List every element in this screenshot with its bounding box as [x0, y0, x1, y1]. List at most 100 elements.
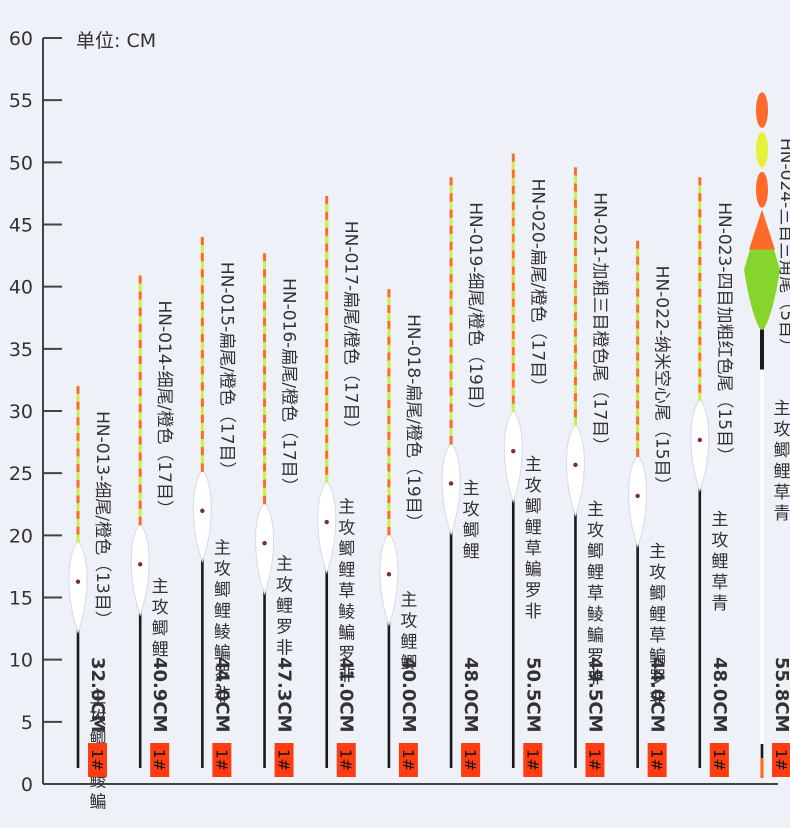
float-tip-stripe	[200, 253, 204, 262]
float-target-char: 草	[774, 483, 790, 503]
float-target-char: 草	[525, 539, 542, 559]
float-tip-stripe	[263, 317, 267, 327]
float-tip-stripe	[325, 339, 329, 348]
float-tip-stripe	[76, 487, 80, 496]
float-tip-stripe	[138, 516, 142, 526]
float-tip-stripe	[263, 325, 267, 335]
float-target-char: 主	[338, 497, 355, 517]
float-tip-stripe	[325, 291, 329, 300]
y-tick-label: 45	[9, 215, 33, 237]
float-stem	[325, 566, 329, 768]
float-body	[628, 453, 648, 549]
float-target-char: 攻	[152, 598, 169, 618]
float-tip-stripe	[76, 464, 80, 473]
float-body-logo	[697, 437, 703, 443]
float-tip-stripe	[636, 296, 640, 306]
float-badge	[398, 743, 418, 777]
float-tip-stripe	[387, 328, 391, 338]
float-tip-stripe	[325, 434, 329, 444]
float-tip-stripe	[325, 331, 329, 340]
float-tip-stripe	[138, 476, 142, 486]
float-tip-stripe	[138, 436, 142, 445]
float-tip-stripe	[325, 315, 329, 324]
float-target-char: 主	[463, 479, 480, 499]
float-target-char: 草	[711, 573, 728, 593]
float-tip-stripe	[387, 392, 391, 401]
float-body-logo	[324, 519, 329, 525]
float-tip-stripe	[449, 419, 453, 429]
float-length-label: 48.0CM	[709, 657, 730, 733]
float-stem	[263, 587, 266, 768]
float-tip-stripe	[636, 264, 640, 274]
float-tip-stripe	[636, 368, 640, 378]
float-target-char: 鲤	[214, 601, 231, 621]
float-tip-stripe	[387, 297, 391, 306]
float-tip-segment	[756, 92, 768, 129]
float-tip-stripe	[325, 426, 329, 436]
float-tip-stripe	[387, 463, 391, 472]
float-tip-stripe	[387, 415, 391, 425]
float-tip-stripe	[76, 409, 80, 418]
float-tip-stripe	[263, 253, 267, 262]
float-tip-stripe	[387, 518, 391, 528]
float-tip-stripe	[387, 423, 391, 433]
float-tip-stripe	[573, 199, 577, 209]
float-target-char: 攻	[90, 709, 107, 729]
float-tip-stripe	[573, 320, 577, 330]
float-tip-stripe	[263, 350, 267, 359]
float-target-char: 罗	[525, 581, 542, 601]
float-tip-stripe	[636, 240, 640, 250]
float-target-char: 鲤	[525, 518, 542, 538]
float-target-char: 主	[90, 688, 107, 708]
float-tip-stripe	[387, 360, 391, 369]
float-tip-stripe	[138, 420, 142, 429]
float-tip-stripe	[636, 416, 640, 426]
float-tip-stripe	[325, 363, 329, 372]
float-tip-stripe	[449, 314, 453, 324]
float-tip-stripe	[511, 210, 515, 219]
float-target-char: 鲫	[152, 619, 169, 639]
float-tip-stripe	[138, 363, 142, 373]
float-tip-stripe	[698, 344, 702, 354]
float-tip-stripe	[138, 355, 142, 365]
float-tip-stripe	[76, 440, 80, 450]
float-tip-stripe	[573, 272, 577, 281]
float-tip-stripe	[138, 468, 142, 478]
float-tip-stripe	[698, 304, 702, 314]
float-tip-stripe	[511, 387, 515, 397]
float-tip-stripe	[138, 331, 142, 341]
float-tip-stripe	[263, 447, 267, 456]
float-tip-stripe	[325, 203, 329, 213]
float-tip-stripe	[636, 272, 640, 282]
float-tip-stripe	[325, 243, 329, 253]
float-tip-stripe	[636, 384, 640, 394]
float-tip-stripe	[200, 439, 204, 448]
float-tip-stripe	[573, 401, 577, 410]
float-badge	[88, 743, 107, 777]
float-tip-stripe	[200, 350, 204, 359]
float-tip-stripe	[636, 336, 640, 346]
unit-label: 单位: CM	[76, 30, 156, 52]
float-tip-stripe	[511, 202, 515, 211]
float-tip-stripe	[573, 231, 577, 241]
float-tip-stripe	[200, 431, 204, 440]
float-tip-stripe	[511, 153, 515, 163]
float-target-char: 非	[214, 685, 231, 705]
float-target-char: 主	[587, 500, 604, 520]
float-tip-stripe	[636, 424, 640, 434]
float-tip-stripe	[387, 495, 391, 504]
float-tip-stripe	[511, 355, 515, 364]
float-body	[130, 522, 150, 617]
float-tip-stripe	[511, 306, 515, 316]
float-target-char: 鲫	[649, 584, 666, 604]
float-tip-stripe	[449, 411, 453, 421]
float-lower-stem	[760, 369, 764, 744]
float-tip-stripe	[200, 285, 204, 295]
float-tip-stripe	[263, 406, 267, 416]
float-tip-stripe	[511, 371, 515, 380]
float-target-char: 攻	[400, 612, 417, 632]
float-length-label: 41.0CM	[336, 657, 357, 733]
float-tip-stripe	[698, 177, 702, 186]
